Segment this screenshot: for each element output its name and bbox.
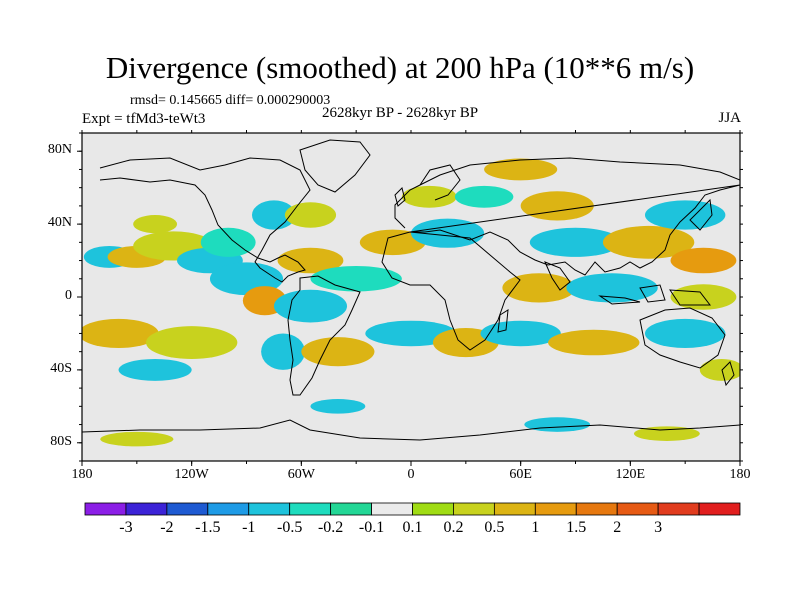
colorbar-swatch: [248, 502, 291, 516]
coast-africa: [381, 231, 521, 351]
coast-madagascar: [497, 309, 509, 333]
colorbar-label: 0.2: [443, 519, 464, 536]
colorbar-label: 3: [654, 519, 663, 536]
field-blob: [133, 215, 178, 234]
lat-label: 80N: [47, 142, 72, 158]
lon-label: 180: [71, 467, 93, 482]
colorbar-label: 2: [613, 519, 622, 536]
colorbar-swatch: [616, 502, 659, 516]
colorbar-swatch: [125, 502, 168, 516]
coastlines: [82, 139, 740, 441]
field-blob: [310, 399, 366, 414]
colorbar-label: 1: [531, 519, 540, 536]
colorbar-swatch: [166, 502, 209, 516]
colorbar-label: -0.5: [277, 519, 303, 536]
field-blob: [644, 318, 726, 349]
colorbar-label: -3: [119, 519, 133, 536]
field-blob: [284, 202, 337, 228]
map-title: Divergence (smoothed) at 200 hPa (10**6 …: [105, 50, 695, 85]
colorbar: [84, 502, 741, 516]
colorbar-swatch: [84, 502, 127, 516]
field-blob: [529, 227, 622, 257]
colorbar-label: -0.2: [317, 519, 344, 536]
coast-new-zealand: [721, 361, 735, 387]
lon-label: 120E: [615, 467, 646, 482]
colorbar-label: 0.5: [484, 519, 505, 536]
field-blob: [520, 191, 594, 221]
lon-label: 0: [407, 467, 415, 482]
colorbar-swatch: [534, 502, 577, 516]
period-label: 2628kyr BP - 2628kyr BP: [322, 105, 479, 121]
coast-uk: [394, 187, 406, 207]
field-blob: [524, 417, 591, 432]
lon-label: 60W: [287, 467, 315, 482]
lat-label: 40S: [50, 360, 72, 376]
field-blob: [277, 247, 344, 274]
field-blob: [401, 185, 457, 208]
coast-north-america: [99, 157, 311, 283]
colorbar-label: -1: [242, 519, 256, 536]
coast-south-america: [287, 275, 361, 396]
colorbar-label: -1.5: [195, 519, 221, 536]
field-blob: [454, 185, 514, 208]
lat-label: 80S: [50, 433, 72, 449]
colorbar-swatch: [493, 502, 536, 516]
field-blob: [118, 358, 192, 381]
colorbar-swatch: [330, 502, 372, 516]
colorbar-swatch: [412, 502, 454, 516]
colorbar-swatch: [371, 502, 413, 516]
field-blob: [411, 218, 485, 248]
field-blob: [82, 318, 159, 349]
field-blob: [310, 266, 402, 292]
rmsd-diff-stats: rmsd= 0.145665 diff= 0.000290003: [130, 93, 331, 108]
field-blob: [145, 326, 238, 359]
field-blob: [602, 225, 695, 259]
divergence-field: [82, 158, 740, 447]
lat-label: 0: [65, 288, 72, 303]
field-blob: [261, 333, 305, 370]
coast-india: [544, 261, 571, 291]
field-blob: [670, 247, 737, 274]
field-blob: [699, 358, 740, 381]
experiment-label: Expt = tfMd3-teWt3: [82, 111, 206, 127]
field-blob: [200, 227, 256, 257]
lat-label: 40N: [47, 215, 72, 231]
coast-scandinavia: [419, 164, 461, 201]
field-blob: [502, 273, 576, 303]
lon-label: 60E: [509, 467, 532, 482]
field-blob: [644, 200, 726, 230]
field-blob: [273, 289, 348, 323]
colorbar-label: 1.5: [566, 519, 587, 536]
colorbar-swatch: [698, 502, 741, 516]
field-blob: [100, 431, 174, 447]
field-blob: [548, 329, 640, 356]
colorbar-label: -0.1: [358, 519, 385, 536]
colorbar-label: 0.1: [402, 519, 423, 536]
coast-greenland: [299, 139, 371, 193]
field-blob: [633, 426, 700, 441]
season-label: JJA: [718, 110, 741, 126]
field-blob: [301, 337, 375, 367]
field-blob: [566, 273, 658, 303]
lon-label: 180: [729, 467, 751, 482]
colorbar-label: -2: [160, 519, 174, 536]
colorbar-swatch: [207, 502, 250, 516]
lon-label: 120W: [174, 467, 209, 482]
colorbar-swatch: [575, 502, 618, 516]
field-blob: [359, 229, 426, 256]
field-blob: [484, 158, 558, 181]
coast-antarctica: [82, 419, 740, 441]
colorbar-swatch: [657, 502, 700, 516]
axis-ticks: [77, 130, 743, 466]
field-blob: [480, 320, 561, 347]
coast-indonesia: [598, 284, 712, 306]
colorbar-swatch: [289, 502, 332, 516]
coast-australia: [639, 307, 726, 369]
coast-japan: [689, 198, 713, 231]
colorbar-swatch: [453, 502, 495, 516]
